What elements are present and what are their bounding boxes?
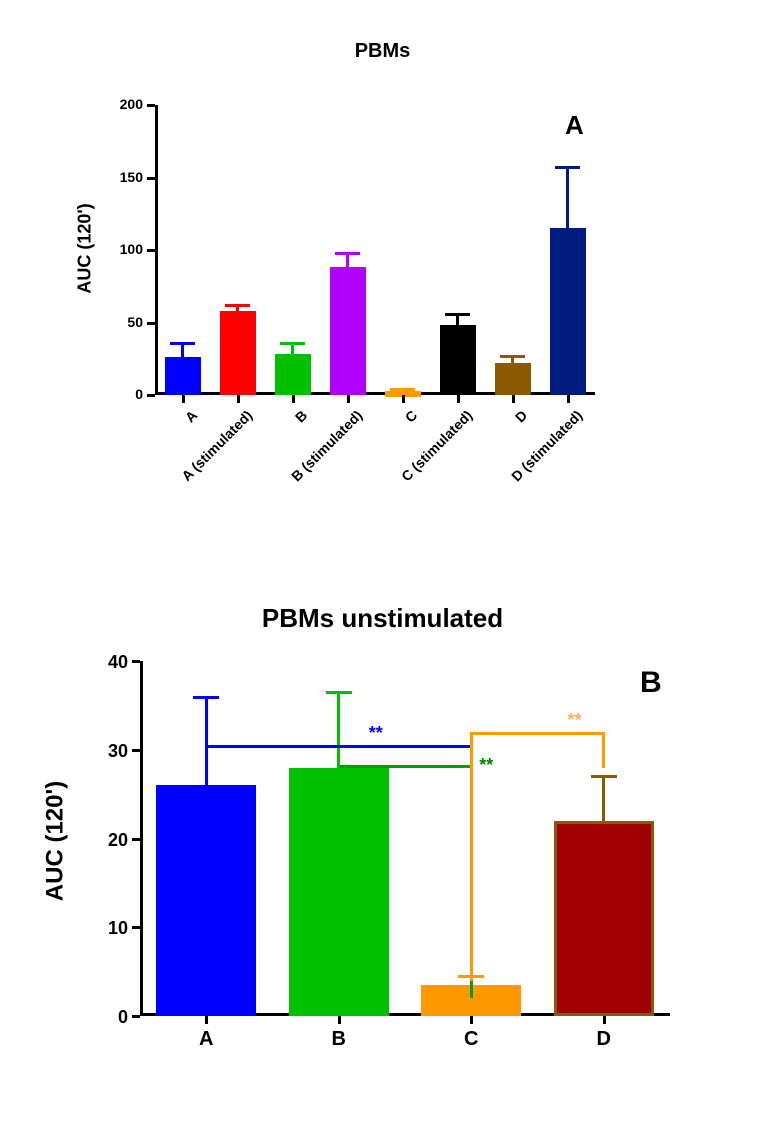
x-category-label: D (stimulated)	[475, 407, 585, 517]
y-axis	[155, 105, 158, 395]
x-category-label: D	[574, 1028, 634, 1051]
significance-label: **	[568, 710, 582, 731]
bar	[220, 311, 256, 395]
y-tick	[147, 104, 155, 107]
y-tick	[147, 394, 155, 397]
y-tick-label: 30	[68, 741, 128, 762]
significance-bracket-drop	[602, 732, 605, 768]
panel-a-title: PBMs	[0, 40, 765, 63]
bar	[156, 785, 256, 1016]
bar	[495, 363, 531, 395]
significance-bracket	[339, 765, 472, 768]
y-tick	[147, 249, 155, 252]
x-category-label: C	[441, 1028, 501, 1051]
x-category-label: A	[176, 1028, 236, 1051]
bar	[550, 228, 586, 395]
significance-label: **	[369, 723, 383, 744]
x-tick	[347, 395, 350, 403]
y-axis	[140, 661, 143, 1016]
panel-a-plot: 050100150200AUC (120')AAA (stimulated)BB…	[155, 105, 595, 395]
bar	[289, 768, 389, 1017]
x-tick	[512, 395, 515, 403]
panel-b: PBMs unstimulated 0 10 20 30 40AUC (120') B A B…	[0, 593, 765, 1113]
error-cap	[326, 691, 352, 694]
significance-bracket-drop	[205, 745, 208, 781]
x-tick	[567, 395, 570, 403]
x-category-label: C (stimulated)	[365, 407, 475, 517]
error-bar	[181, 343, 184, 358]
y-tick	[147, 322, 155, 325]
x-category-label: D	[420, 407, 530, 517]
significance-label: **	[479, 755, 493, 776]
error-cap	[390, 388, 415, 391]
panel-label: A	[565, 110, 585, 141]
x-category-label: B	[309, 1028, 369, 1051]
x-category-label: A (stimulated)	[145, 407, 255, 517]
panel-label: B	[640, 666, 660, 700]
y-tick-label: 10	[68, 918, 128, 939]
y-axis-label: AUC (120')	[75, 104, 96, 394]
error-cap	[335, 252, 360, 255]
x-tick	[603, 1016, 606, 1024]
x-category-label: A	[90, 407, 200, 517]
error-cap	[280, 342, 305, 345]
error-cap	[225, 304, 250, 307]
x-category-label: C	[310, 407, 420, 517]
x-tick	[205, 1016, 208, 1024]
bar	[554, 821, 654, 1016]
x-tick	[338, 1016, 341, 1024]
error-bar	[337, 692, 340, 767]
x-category-label: B (stimulated)	[255, 407, 365, 517]
x-tick	[182, 395, 185, 403]
x-tick	[292, 395, 295, 403]
y-tick	[132, 749, 140, 752]
error-bar	[346, 253, 349, 268]
significance-bracket-drop	[470, 732, 473, 981]
bar	[275, 354, 311, 395]
error-cap	[170, 342, 195, 345]
y-tick	[147, 177, 155, 180]
y-tick-label: 40	[68, 652, 128, 673]
error-bar	[566, 167, 569, 228]
y-tick	[132, 926, 140, 929]
panel-b-plot: 010203040AUC (120')BABCD******	[140, 661, 670, 1016]
significance-bracket	[471, 732, 604, 735]
y-tick	[132, 838, 140, 841]
y-tick	[132, 1015, 140, 1018]
bar	[440, 325, 476, 395]
error-cap	[555, 166, 580, 169]
error-bar	[602, 776, 605, 820]
x-tick	[237, 395, 240, 403]
x-category-label: B	[200, 407, 310, 517]
error-cap	[500, 355, 525, 358]
x-tick	[402, 395, 405, 403]
y-tick	[132, 660, 140, 663]
error-cap	[591, 775, 617, 778]
error-cap	[445, 313, 470, 316]
error-cap	[193, 696, 219, 699]
significance-bracket	[206, 745, 471, 748]
bar	[330, 267, 366, 395]
y-axis-label: AUC (120')	[41, 663, 69, 1018]
x-tick	[457, 395, 460, 403]
panel-b-title: PBMs unstimulated	[0, 603, 765, 634]
x-tick	[470, 1016, 473, 1024]
y-tick-label: 0	[68, 1007, 128, 1028]
bar	[165, 357, 201, 395]
panel-a: PBMs 050100150200AUC (120')AAA (stimulat…	[0, 30, 765, 550]
y-tick-label: 20	[68, 830, 128, 851]
